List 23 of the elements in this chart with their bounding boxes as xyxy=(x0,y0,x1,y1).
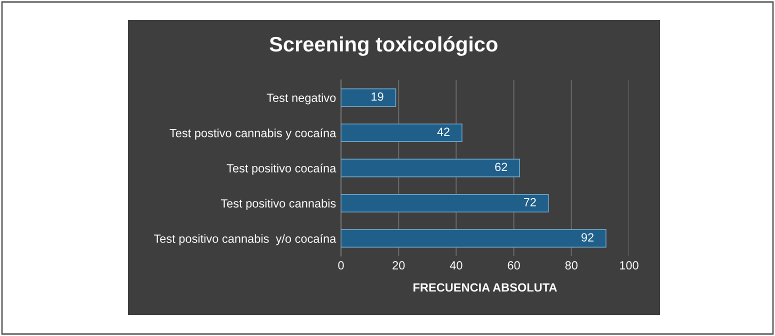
data-label: 19 xyxy=(372,92,384,101)
y-tick-label: Test positivo cannabis y/o cocaína xyxy=(154,234,336,246)
x-tick-label: 80 xyxy=(565,261,578,270)
bar xyxy=(341,194,549,212)
x-tick-label: 60 xyxy=(508,261,520,270)
y-tick-label: Test negativo xyxy=(266,93,336,104)
x-axis-title: FRECUENCIA ABSOLUTA xyxy=(414,283,557,292)
y-tick-label: Test positivo cannabis xyxy=(220,198,336,210)
x-tick-label: 100 xyxy=(620,261,638,270)
bar xyxy=(341,229,606,248)
y-tick-label: Test positivo cocaína xyxy=(226,164,336,175)
data-label: 62 xyxy=(495,162,508,172)
data-label: 72 xyxy=(524,198,536,206)
bar xyxy=(341,88,396,107)
y-tick-label: Test postivo cannabis y cocaína xyxy=(170,128,336,140)
data-label: 42 xyxy=(437,128,450,136)
chart-title: Screening toxicológico xyxy=(270,36,498,56)
bar xyxy=(341,124,462,142)
data-label: 92 xyxy=(582,233,594,242)
bar xyxy=(341,158,520,178)
x-tick-label: 40 xyxy=(450,261,462,270)
x-tick-label: 0 xyxy=(338,261,344,270)
x-tick-label: 20 xyxy=(392,261,405,270)
